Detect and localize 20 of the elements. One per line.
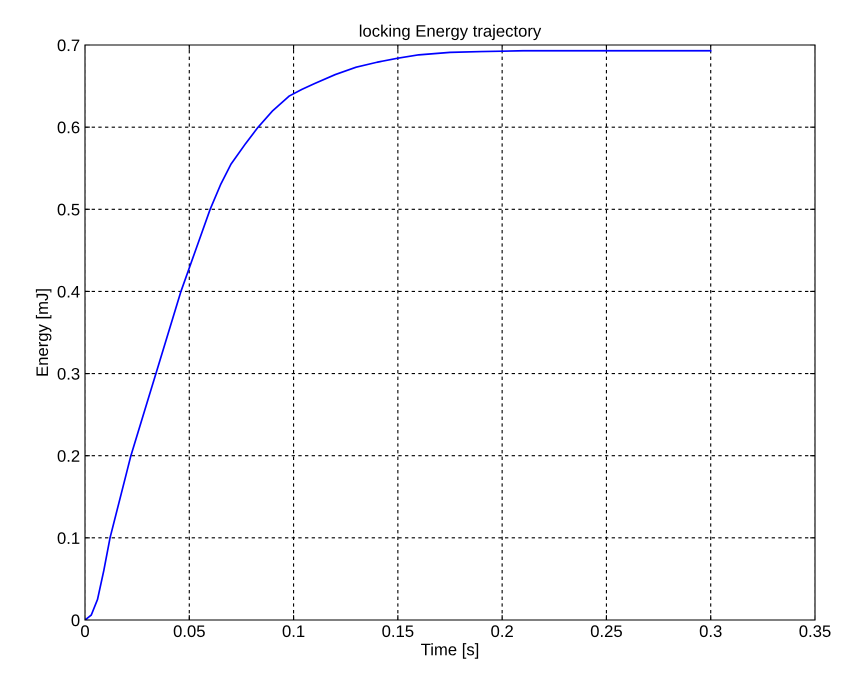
line-series bbox=[85, 50, 712, 620]
x-axis-title: Time [s] bbox=[421, 643, 478, 659]
y-tick-label: 0.2 bbox=[58, 450, 80, 462]
y-tick-label: 0.3 bbox=[58, 368, 80, 380]
y-tick-label: 0.6 bbox=[58, 122, 80, 134]
y-tick-label: 0.5 bbox=[58, 204, 80, 216]
y-tick-label: 0 bbox=[72, 614, 80, 626]
chart-title: locking Energy trajectory bbox=[360, 24, 542, 40]
x-tick-label: 0.1 bbox=[282, 625, 304, 638]
x-tick-label: 0 bbox=[81, 625, 89, 638]
x-tick-label: 0.35 bbox=[799, 625, 831, 638]
x-tick-label: 0.15 bbox=[382, 625, 414, 638]
y-tick-label: 0.7 bbox=[58, 39, 80, 52]
y-tick-label: 0.1 bbox=[58, 532, 80, 544]
x-tick-label: 0.2 bbox=[491, 625, 513, 638]
y-axis-title: Energy [mJ] bbox=[36, 289, 52, 376]
x-tick-label: 0.3 bbox=[700, 625, 722, 638]
y-tick-label: 0.4 bbox=[58, 286, 80, 298]
x-tick-label: 0.25 bbox=[590, 625, 622, 638]
x-tick-label: 0.05 bbox=[174, 625, 205, 638]
